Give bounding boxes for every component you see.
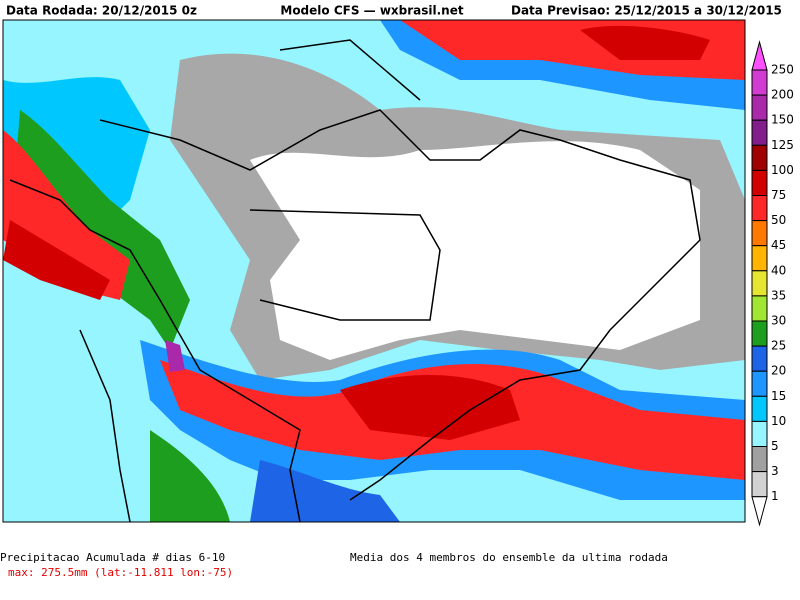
colorbar-box xyxy=(751,471,768,498)
colorbar-box xyxy=(751,446,768,473)
colorbar-label: 15 xyxy=(771,389,786,403)
model-name: Modelo CFS — wxbrasil.net xyxy=(280,4,463,18)
colorbar-box xyxy=(751,245,768,272)
colorbar-box xyxy=(751,395,768,422)
colorbar-label: 100 xyxy=(771,163,794,177)
colorbar-box xyxy=(751,69,768,96)
colorbar-label: 150 xyxy=(771,113,794,127)
map-frame xyxy=(2,19,746,523)
colorbar-box xyxy=(751,119,768,146)
colorbar-label: 1 xyxy=(771,489,779,503)
run-date: Data Rodada: 20/12/2015 0z xyxy=(6,4,197,18)
colorbar-label: 40 xyxy=(771,263,786,277)
colorbar-box xyxy=(751,270,768,297)
colorbar-box xyxy=(751,320,768,347)
colorbar-label: 45 xyxy=(771,238,786,252)
colorbar-box xyxy=(751,345,768,372)
colorbar-box xyxy=(751,370,768,397)
forecast-dates: Data Previsao: 25/12/2015 a 30/12/2015 xyxy=(511,4,782,18)
colorbar-label: 20 xyxy=(771,364,786,378)
colorbar-label: 50 xyxy=(771,213,786,227)
precip-map xyxy=(2,19,746,523)
colorbar-label: 200 xyxy=(771,88,794,102)
colorbar-label: 35 xyxy=(771,288,786,302)
colorbar-label: 5 xyxy=(771,439,779,453)
product-title: Precipitacao Acumulada # dias 6-10 xyxy=(0,551,225,564)
colorbar-box xyxy=(751,94,768,121)
colorbar: 250 200 150 125 100 75 50 45 40 35 30 25 20 15 10 5 3 1 xyxy=(751,40,794,527)
ensemble-note: Media dos 4 membros do ensemble da ultim… xyxy=(350,551,668,564)
colorbar-label: 125 xyxy=(771,138,794,152)
colorbar-box xyxy=(751,144,768,171)
colorbar-label: 25 xyxy=(771,339,786,353)
colorbar-box xyxy=(751,220,768,247)
colorbar-box xyxy=(751,420,768,447)
colorbar-box xyxy=(751,295,768,322)
colorbar-label: 10 xyxy=(771,414,786,428)
colorbar-label: 75 xyxy=(771,188,786,202)
colorbar-label: 3 xyxy=(771,464,779,478)
max-value: max: 275.5mm (lat:-11.811 lon:-75) xyxy=(8,566,233,579)
borders xyxy=(9,39,701,523)
colorbar-box xyxy=(751,169,768,196)
colorbar-label: 30 xyxy=(771,314,786,328)
colorbar-box xyxy=(751,195,768,222)
colorbar-label: 250 xyxy=(771,63,794,77)
colorbar-cap xyxy=(751,40,768,71)
colorbar-cap xyxy=(751,496,768,527)
